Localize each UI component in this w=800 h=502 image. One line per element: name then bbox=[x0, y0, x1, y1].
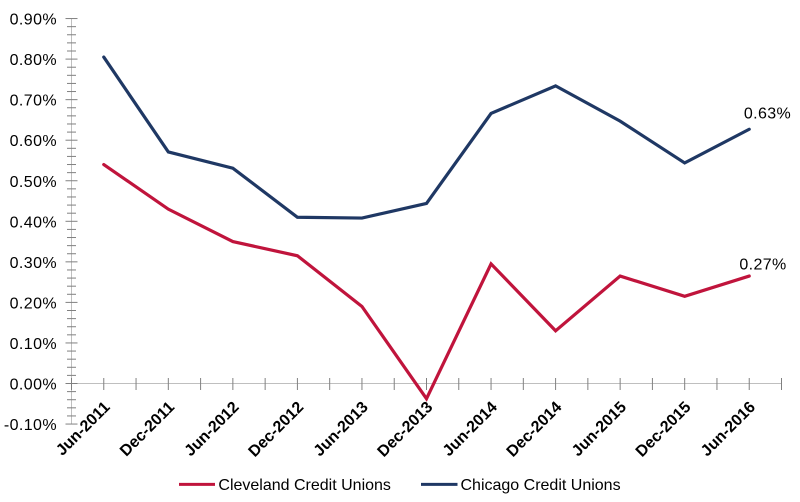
svg-text:0.60%: 0.60% bbox=[10, 133, 57, 150]
svg-text:0.40%: 0.40% bbox=[10, 214, 57, 231]
svg-text:0.30%: 0.30% bbox=[10, 255, 57, 272]
svg-text:-0.10%: -0.10% bbox=[4, 417, 57, 434]
svg-text:0.00%: 0.00% bbox=[10, 377, 57, 394]
svg-text:0.20%: 0.20% bbox=[10, 295, 57, 312]
svg-text:Cleveland Credit Unions: Cleveland Credit Unions bbox=[218, 477, 391, 494]
svg-text:0.90%: 0.90% bbox=[10, 12, 57, 29]
svg-text:0.27%: 0.27% bbox=[739, 256, 786, 273]
svg-text:0.10%: 0.10% bbox=[10, 336, 57, 353]
svg-text:0.63%: 0.63% bbox=[744, 105, 791, 122]
svg-text:0.50%: 0.50% bbox=[10, 174, 57, 191]
svg-text:Chicago Credit Unions: Chicago Credit Unions bbox=[461, 477, 621, 494]
svg-text:0.70%: 0.70% bbox=[10, 93, 57, 110]
svg-text:0.80%: 0.80% bbox=[10, 52, 57, 69]
